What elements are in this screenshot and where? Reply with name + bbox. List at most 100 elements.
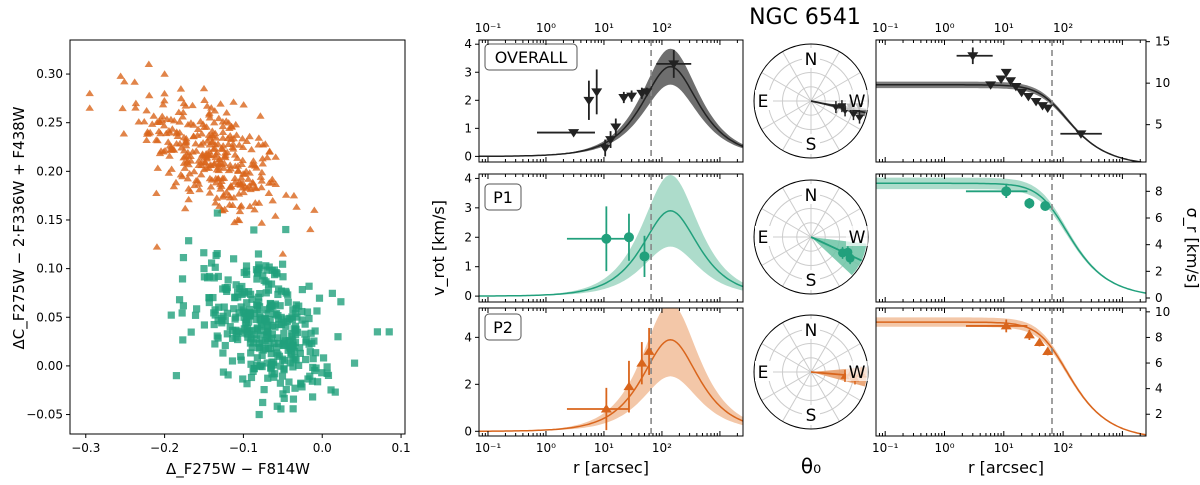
scatter-point [279, 390, 287, 398]
scatter-point [275, 340, 283, 348]
scatter-point [212, 148, 222, 156]
scatter-point [154, 127, 164, 135]
scatter-point [254, 134, 264, 141]
scatter-point [230, 218, 239, 226]
compass-w: W [849, 228, 866, 248]
y-tick-label: 0.05 [36, 310, 63, 324]
polar-grid-spoke [761, 343, 812, 373]
data-point [1042, 346, 1054, 356]
scatter-point [264, 344, 273, 352]
scatter-point [187, 328, 195, 336]
polar-grid-spoke [761, 72, 812, 102]
y-tick-label: −0.05 [26, 408, 63, 422]
scatter-point [184, 195, 193, 203]
y-tick-label: 0 [464, 149, 472, 163]
y-tick-label: 0.15 [36, 213, 63, 227]
scatter-point [215, 303, 223, 311]
y-tick-label: 3 [464, 201, 472, 215]
point-marker [605, 136, 617, 145]
data-point [643, 327, 655, 375]
compass-bg [846, 361, 868, 381]
scatter-point [328, 289, 336, 297]
scatter-point [131, 104, 140, 111]
scatter-point [234, 167, 243, 174]
data-point [1042, 104, 1054, 114]
scatter-point [254, 250, 263, 258]
scatter-point [242, 315, 251, 323]
data-point [610, 118, 622, 136]
scatter-point [158, 112, 167, 120]
scatter-point [211, 129, 220, 137]
point-marker [1000, 68, 1012, 78]
scatter-point [212, 134, 221, 141]
scatter-point [258, 141, 268, 148]
scatter-point [178, 309, 186, 317]
scatter-plot: −0.3 −0.2 −0.1 0.0 0.1 −0.05 0.00 0.05 0.10 0.15 0… [26, 39, 411, 455]
sigma-plot-area [876, 174, 1146, 302]
scatter-point [227, 123, 236, 130]
scatter-point [224, 166, 234, 174]
vrot-ylabel: v_rot [km/s] [429, 200, 449, 296]
scatter-point [159, 148, 168, 155]
scatter-point [179, 253, 188, 262]
scatter-point [268, 358, 276, 366]
scatter-point [216, 185, 225, 192]
x-tick-label: 10⁻¹ [475, 441, 502, 455]
scatter-point [85, 104, 94, 111]
x-tick-label: 10⁻¹ [872, 441, 899, 455]
scatter-point [205, 147, 214, 154]
scatter-point [242, 326, 250, 334]
scatter-point [164, 169, 174, 176]
data-point [636, 342, 648, 385]
compass-bg [755, 361, 773, 381]
scatter-point [178, 172, 187, 180]
scatter-point [181, 102, 190, 109]
scatter-point [276, 362, 284, 370]
scatter-point [295, 361, 303, 370]
scatter-point [264, 189, 274, 196]
scatter-point [250, 226, 258, 234]
scatter-point [211, 178, 221, 186]
scatter-point [191, 311, 200, 319]
scatter-point [232, 281, 240, 289]
point-marker [1042, 346, 1054, 355]
scatter-point [275, 352, 284, 360]
compass-bg [802, 319, 820, 339]
scatter-point [239, 375, 247, 383]
scatter-point [385, 328, 393, 336]
y-tick-label: 0 [464, 289, 472, 303]
x-tick-label: 0.1 [392, 441, 411, 455]
scatter-point [309, 363, 317, 372]
polar-point [837, 103, 847, 111]
scatter-point [308, 377, 316, 385]
compass-bg [802, 405, 820, 425]
scatter-point [250, 205, 259, 213]
scatter-point [223, 309, 231, 317]
polar-OVERALL: N E S W [753, 43, 869, 159]
scatter-point [309, 393, 317, 401]
scatter-point [324, 371, 333, 380]
scatter-point [233, 288, 242, 296]
scatter-point [267, 362, 276, 370]
panel-frame [478, 173, 744, 303]
scatter-point [245, 132, 254, 140]
scatter-point [256, 316, 264, 324]
y-tick-label: 4 [464, 37, 472, 51]
scatter-point [214, 163, 223, 170]
scatter-point [179, 336, 187, 344]
scatter-point [245, 288, 253, 296]
scatter-point [185, 169, 194, 177]
data-point [626, 90, 638, 102]
compass-e: E [758, 92, 769, 112]
scatter-point [148, 120, 157, 127]
point-marker [1000, 320, 1012, 330]
scatter-point [218, 145, 227, 153]
scatter-point [172, 129, 182, 137]
scatter-point [273, 334, 282, 342]
scatter-point [200, 321, 209, 329]
point-marker [623, 381, 635, 391]
scatter-point [260, 385, 268, 394]
data-point [995, 75, 1007, 84]
scatter-point [175, 118, 184, 125]
vrot-panel-P2: 10⁻¹ 10⁰ 10¹ 10² 0 2 4 [464, 307, 744, 455]
